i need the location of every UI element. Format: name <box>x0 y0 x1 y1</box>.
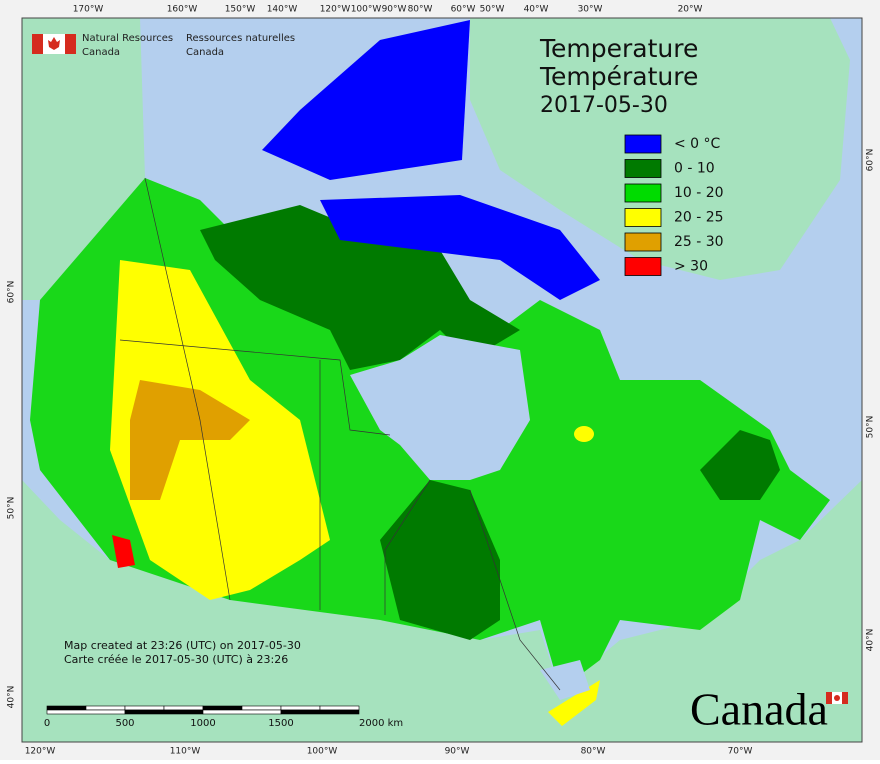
scale-segment <box>46 709 126 715</box>
legend-swatch <box>624 257 662 276</box>
hot-orange <box>130 380 250 500</box>
legend-swatch <box>624 183 662 203</box>
flag-bar <box>826 692 832 704</box>
leaf <box>48 37 60 50</box>
graticule-label: 50°W <box>480 5 505 15</box>
scale-segment <box>163 705 204 711</box>
legend-label: 25 - 30 <box>674 234 724 250</box>
alaska <box>22 18 145 300</box>
labrador-dark <box>700 430 780 500</box>
graticule-label: 90°W <box>445 747 470 757</box>
graticule-label: 100°W <box>351 5 382 15</box>
graticule-label: 40°N <box>7 686 17 709</box>
scale-segment <box>85 705 126 711</box>
wordmark: Canada <box>690 684 828 735</box>
graticule-label: 80°W <box>408 5 433 15</box>
flag-bar <box>842 692 848 704</box>
scale-label: 2000 km <box>359 718 403 729</box>
graticule-label: 90°W <box>382 5 407 15</box>
graticule-label: 170°W <box>73 5 104 15</box>
agency-fr: Ressources naturelles <box>186 33 295 44</box>
border <box>469 489 561 691</box>
graticule-label: 70°W <box>728 747 753 757</box>
agency-fr: Canada <box>186 47 224 58</box>
hudson-bay <box>350 335 530 480</box>
legend-label: 0 - 10 <box>674 161 715 177</box>
scale-label: 1000 <box>190 718 215 729</box>
arctic-islands <box>262 20 470 180</box>
legend-swatch <box>624 208 662 227</box>
graticule-label: 120°W <box>320 5 351 15</box>
flag-bar <box>65 34 76 54</box>
north-dark <box>200 205 520 370</box>
scale-segment <box>124 709 204 715</box>
scale-label: 1500 <box>268 718 293 729</box>
graticule-label: 40°W <box>524 5 549 15</box>
wordmark-flag <box>826 692 848 704</box>
scale-segment <box>280 709 360 715</box>
title: Temperature <box>539 34 698 63</box>
border <box>119 339 391 436</box>
agency-en: Canada <box>82 47 120 58</box>
scale-segment <box>202 705 243 711</box>
graticule-label: 60°W <box>451 5 476 15</box>
map-note: Carte créée le 2017-05-30 (UTC) à 23:26 <box>64 653 288 666</box>
legend-swatch <box>624 232 662 252</box>
graticule-label: 60°N <box>866 149 876 172</box>
graticule-label: 150°W <box>225 5 256 15</box>
legend-label: 10 - 20 <box>674 185 724 201</box>
graticule-label: 40°N <box>866 629 876 652</box>
quebec-yellow <box>574 426 594 442</box>
frame <box>21 17 863 743</box>
hot-red <box>112 535 135 568</box>
ontario-yellow <box>548 680 600 726</box>
scale-segment <box>280 705 321 711</box>
title: Température <box>539 62 698 91</box>
scale-segment <box>46 705 87 711</box>
border <box>384 479 431 615</box>
agency-en: Natural Resources <box>82 33 173 44</box>
scale-label: 0 <box>44 718 50 729</box>
graticule-label: 20°W <box>678 5 703 15</box>
land <box>22 18 862 742</box>
map-note: Map created at 23:26 (UTC) on 2017-05-30 <box>64 639 301 652</box>
legend-label: 20 - 25 <box>674 210 724 226</box>
border <box>144 177 231 601</box>
legend-swatch <box>624 134 662 154</box>
scale-segment <box>319 705 360 711</box>
baffin <box>320 195 600 300</box>
title: 2017-05-30 <box>540 93 668 118</box>
graticule-label: 120°W <box>25 747 56 757</box>
graticule-label: 50°N <box>7 497 17 520</box>
graticule-label: 80°W <box>581 747 606 757</box>
scale-label: 500 <box>115 718 134 729</box>
scale-segment <box>124 705 165 711</box>
great-lakes <box>540 660 590 700</box>
graticule-label: 140°W <box>267 5 298 15</box>
gc-logo <box>32 34 76 54</box>
leaf <box>834 695 840 701</box>
graticule-label: 50°N <box>866 416 876 439</box>
flag-bar <box>32 34 43 54</box>
graticule-label: 30°W <box>578 5 603 15</box>
legend-swatch <box>624 159 662 178</box>
graticule-label: 100°W <box>307 747 338 757</box>
legend-label: > 30 <box>674 259 708 275</box>
graticule-label: 60°N <box>7 281 17 304</box>
legend-label: < 0 °C <box>674 136 721 152</box>
graticule-label: 160°W <box>167 5 198 15</box>
usa <box>22 480 862 742</box>
scale-segment <box>202 709 282 715</box>
ontario-dark <box>380 480 500 640</box>
scale-segment <box>241 705 282 711</box>
graticule-label: 110°W <box>170 747 201 757</box>
